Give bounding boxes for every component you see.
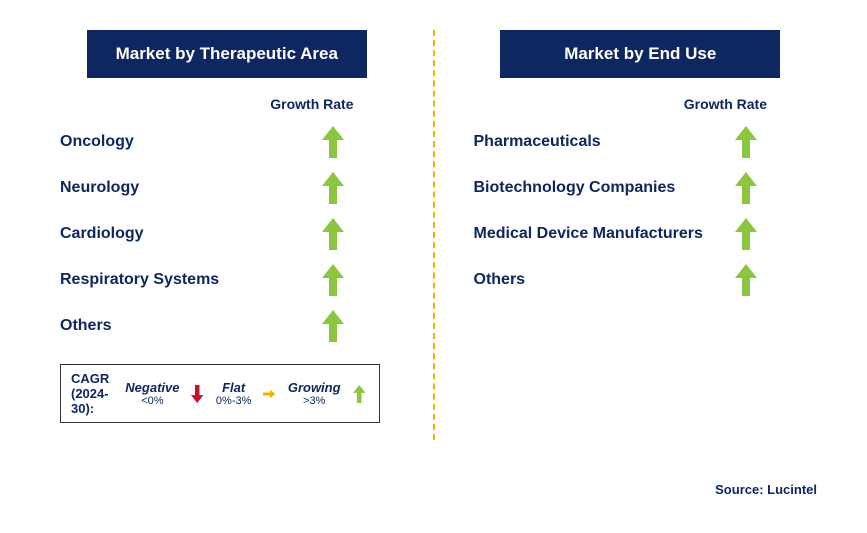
list-item: Others: [454, 264, 828, 296]
left-header: Market by Therapeutic Area: [87, 30, 367, 78]
arrow-up-icon: [735, 264, 757, 296]
legend-word: Growing: [288, 380, 341, 395]
legend-cagr-text: CAGR: [71, 371, 109, 386]
columns-container: Market by Therapeutic Area Growth Rate O…: [40, 30, 827, 423]
list-item: Respiratory Systems: [40, 264, 414, 296]
list-item: Oncology: [40, 126, 414, 158]
arrow-down-icon: [191, 381, 203, 407]
list-item: Neurology: [40, 172, 414, 204]
legend-word: Flat: [222, 380, 245, 395]
source-label: Source: Lucintel: [715, 482, 817, 497]
row-label: Medical Device Manufacturers: [474, 225, 703, 243]
arrow-up-icon: [735, 218, 757, 250]
arrow-up-icon: [322, 310, 344, 342]
arrow-right-icon: [263, 381, 275, 407]
list-item: Cardiology: [40, 218, 414, 250]
list-item: Others: [40, 310, 414, 342]
arrow-up-icon: [735, 172, 757, 204]
arrow-up-icon: [322, 126, 344, 158]
legend-negative: Negative <0%: [125, 380, 179, 407]
list-item: Pharmaceuticals: [454, 126, 828, 158]
row-label: Pharmaceuticals: [474, 133, 601, 151]
legend-growing: Growing >3%: [288, 380, 341, 407]
arrow-up-icon: [322, 172, 344, 204]
legend-pct: >3%: [303, 395, 325, 407]
row-label: Others: [60, 317, 112, 335]
right-growth-label: Growth Rate: [454, 96, 828, 112]
legend-years-text: (2024-30):: [71, 386, 109, 416]
left-column: Market by Therapeutic Area Growth Rate O…: [40, 30, 414, 423]
row-label: Respiratory Systems: [60, 271, 219, 289]
legend-pct: 0%-3%: [216, 395, 251, 407]
arrow-up-icon: [353, 381, 365, 407]
right-column: Market by End Use Growth Rate Pharmaceut…: [454, 30, 828, 423]
left-growth-label: Growth Rate: [40, 96, 414, 112]
arrow-up-icon: [735, 126, 757, 158]
row-label: Others: [474, 271, 526, 289]
right-header: Market by End Use: [500, 30, 780, 78]
row-label: Neurology: [60, 179, 139, 197]
legend-cagr-label: CAGR (2024-30):: [71, 371, 109, 416]
legend-word: Negative: [125, 380, 179, 395]
legend-pct: <0%: [141, 395, 163, 407]
column-divider: [433, 30, 435, 440]
list-item: Biotechnology Companies: [454, 172, 828, 204]
arrow-up-icon: [322, 264, 344, 296]
legend-flat: Flat 0%-3%: [216, 380, 251, 407]
arrow-up-icon: [322, 218, 344, 250]
row-label: Biotechnology Companies: [474, 179, 676, 197]
row-label: Oncology: [60, 133, 134, 151]
legend-box: CAGR (2024-30): Negative <0% Flat 0%-3% …: [60, 364, 380, 423]
row-label: Cardiology: [60, 225, 144, 243]
list-item: Medical Device Manufacturers: [454, 218, 828, 250]
